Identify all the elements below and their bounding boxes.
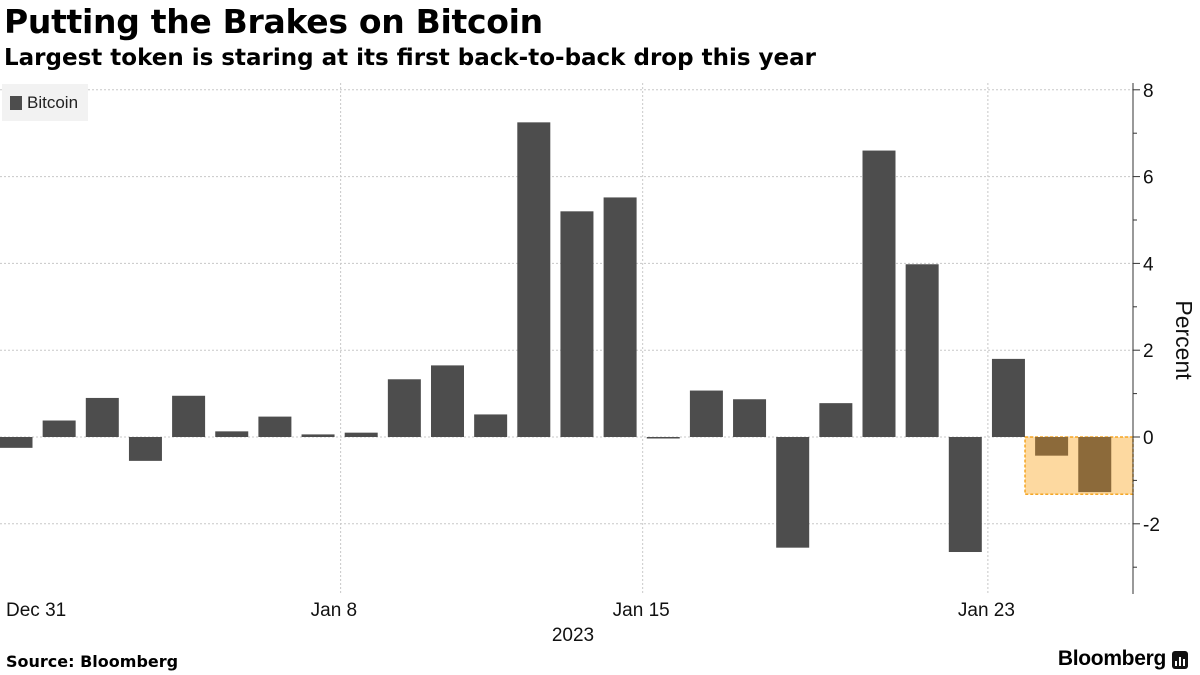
source-note: Source: Bloomberg — [6, 652, 178, 671]
bar — [949, 437, 982, 552]
bar — [733, 399, 766, 437]
bar — [992, 359, 1025, 437]
x-tick-label: Jan 23 — [958, 600, 1015, 621]
bar — [86, 398, 119, 437]
y-tick-label: 0 — [1143, 428, 1154, 449]
bar — [0, 437, 33, 448]
bar — [517, 122, 550, 437]
bar — [302, 434, 335, 437]
legend-label: Bitcoin — [27, 93, 78, 113]
x-axis-year-label: 2023 — [552, 625, 594, 646]
y-axis-label: Percent — [1171, 300, 1197, 380]
bar — [215, 431, 248, 437]
bar — [474, 414, 507, 437]
y-axis: 8 6 4 2 0 -2 — [1133, 81, 1160, 594]
y-tick-label: 4 — [1143, 254, 1154, 275]
bloomberg-chart-icon — [1172, 651, 1188, 669]
bar — [906, 264, 939, 437]
bar — [431, 365, 464, 437]
bar — [388, 379, 421, 437]
y-tick-label: 2 — [1143, 341, 1154, 362]
legend: Bitcoin — [2, 84, 88, 121]
bar — [604, 197, 637, 437]
bar — [819, 403, 852, 437]
bars — [0, 122, 1111, 552]
y-tick-label: -2 — [1143, 515, 1160, 536]
bar — [43, 421, 76, 437]
x-axis: Dec 31 Jan 8 Jan 15 Jan 23 2023 — [6, 600, 1015, 646]
bar — [172, 396, 205, 437]
x-tick-label: Jan 15 — [613, 600, 670, 621]
bar — [258, 417, 291, 437]
brand-logo: Bloomberg — [1058, 647, 1166, 671]
legend-swatch — [10, 96, 22, 110]
bar — [129, 437, 162, 461]
x-tick-label: Dec 31 — [6, 600, 66, 621]
bar — [647, 437, 680, 439]
x-tick-label: Jan 8 — [311, 600, 357, 621]
bar — [690, 391, 723, 437]
y-tick-label: 8 — [1143, 81, 1154, 102]
bar — [1078, 437, 1111, 492]
bar — [1035, 437, 1068, 456]
bar — [776, 437, 809, 548]
bar — [863, 151, 896, 437]
bar — [345, 433, 378, 437]
bar — [560, 211, 593, 437]
y-tick-label: 6 — [1143, 168, 1154, 189]
